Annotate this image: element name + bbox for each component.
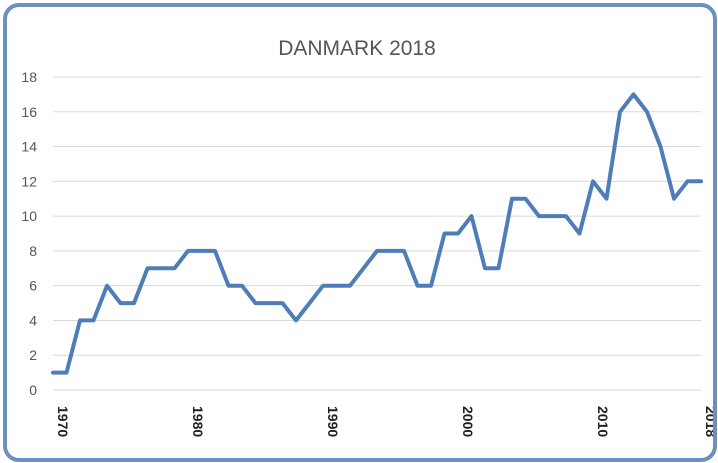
y-tick-label: 6 <box>29 278 37 294</box>
line-chart: DANMARK 2018 0 2 4 6 8 10 12 14 16 18 1970 1980 199… <box>21 37 713 437</box>
x-tick-label: 2000 <box>460 406 476 437</box>
chart-title: DANMARK 2018 <box>278 37 436 60</box>
y-tick-label: 14 <box>21 139 37 155</box>
chart-frame: DANMARK 2018 0 2 4 6 8 10 12 14 16 18 1970 1980 199… <box>3 3 717 462</box>
series-line <box>51 92 703 375</box>
x-tick-label: 1990 <box>325 406 341 437</box>
y-tick-label: 0 <box>29 382 37 398</box>
x-tick-label: 2018 <box>703 406 713 437</box>
y-tick-label: 4 <box>29 312 37 328</box>
x-tick-label: 2010 <box>595 406 611 437</box>
gridlines <box>53 76 701 391</box>
x-tick-label: 1970 <box>55 406 71 437</box>
x-tick-label: 1980 <box>190 406 206 437</box>
y-tick-label: 16 <box>21 104 37 120</box>
y-tick-label: 2 <box>29 347 37 363</box>
y-tick-label: 18 <box>21 69 37 85</box>
y-tick-label: 12 <box>21 173 37 189</box>
y-tick-label: 8 <box>29 243 37 259</box>
x-axis-ticks: 1970 1980 1990 2000 2010 2018 <box>55 406 713 437</box>
y-axis-ticks: 0 2 4 6 8 10 12 14 16 18 <box>21 69 37 398</box>
y-tick-label: 10 <box>21 208 37 224</box>
